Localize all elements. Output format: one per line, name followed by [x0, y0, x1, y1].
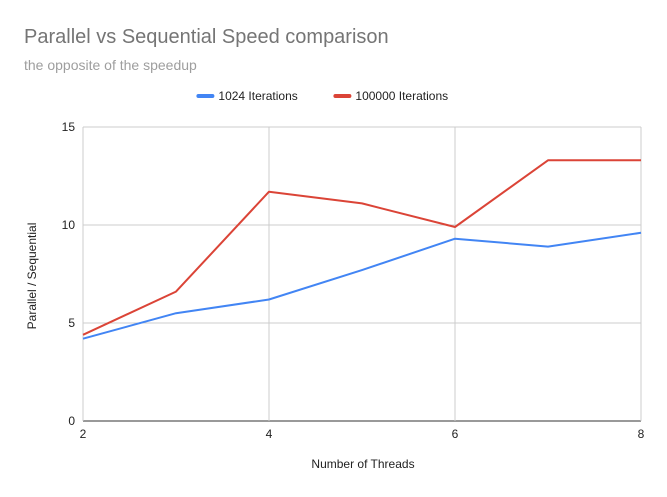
axis-layer: 0 5 10 15 2 4 6 8 — [62, 120, 645, 441]
series-layer — [82, 159, 642, 340]
x-tick-label: 4 — [266, 427, 273, 441]
series-line-2 — [82, 159, 641, 336]
y-tick-label: 15 — [62, 120, 76, 134]
x-axis-label: Number of Threads — [311, 457, 414, 471]
x-tick-label: 6 — [452, 427, 459, 441]
series-line-1 — [82, 231, 642, 340]
y-axis-label: Parallel / Sequential — [25, 223, 39, 330]
legend-label: 100000 Iterations — [355, 89, 448, 103]
legend-label: 1024 Iterations — [218, 89, 297, 103]
y-tick-label: 0 — [68, 414, 75, 428]
chart-title: Parallel vs Sequential Speed comparison — [24, 26, 389, 48]
y-tick-label: 5 — [68, 316, 75, 330]
x-tick-label: 8 — [638, 427, 645, 441]
legend: 1024 Iterations 100000 Iterations — [196, 89, 448, 103]
y-tick-label: 10 — [62, 218, 76, 232]
x-tick-label: 2 — [80, 427, 87, 441]
chart-subtitle: the opposite of the speedup — [24, 57, 197, 73]
grid-layer — [82, 126, 642, 422]
